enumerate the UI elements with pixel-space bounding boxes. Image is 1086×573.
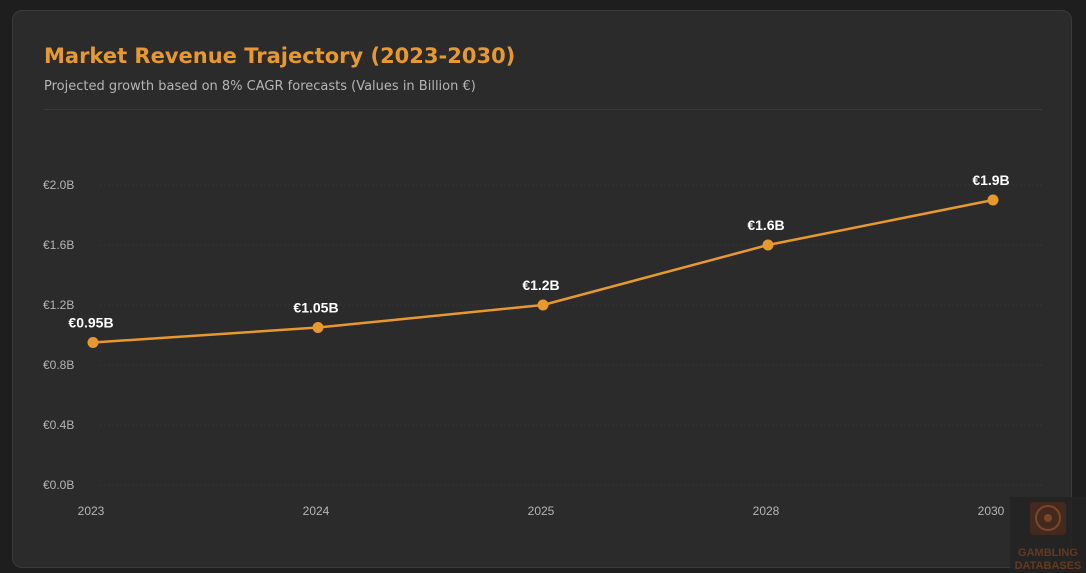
x-tick-label: 2023 bbox=[78, 504, 105, 518]
x-tick-label: 2028 bbox=[753, 504, 780, 518]
y-tick-label: €1.6B bbox=[43, 238, 74, 252]
data-label: €1.2B bbox=[522, 277, 559, 293]
y-tick-label: €0.8B bbox=[43, 358, 74, 372]
header-divider bbox=[44, 109, 1042, 110]
watermark: GAMBLING DATABASES bbox=[1010, 497, 1086, 573]
x-tick-label: 2024 bbox=[303, 504, 330, 518]
chart-subtitle: Projected growth based on 8% CAGR foreca… bbox=[44, 79, 476, 94]
y-tick-label: €1.2B bbox=[43, 298, 74, 312]
data-label: €1.6B bbox=[747, 217, 784, 233]
y-tick-label: €0.4B bbox=[43, 418, 74, 432]
data-label: €1.9B bbox=[972, 172, 1009, 188]
x-tick-label: 2030 bbox=[978, 504, 1005, 518]
x-tick-label: 2025 bbox=[528, 504, 555, 518]
chart-title: Market Revenue Trajectory (2023-2030) bbox=[44, 44, 516, 68]
data-label: €0.95B bbox=[68, 315, 113, 331]
data-label: €1.05B bbox=[293, 300, 338, 316]
watermark-line1: GAMBLING bbox=[1018, 547, 1078, 559]
y-tick-label: €0.0B bbox=[43, 478, 74, 492]
series-line bbox=[92, 198, 994, 344]
watermark-line2: DATABASES bbox=[1015, 560, 1082, 572]
data-point bbox=[987, 194, 999, 206]
chart-card: Market Revenue Trajectory (2023-2030) Pr… bbox=[12, 10, 1072, 568]
data-point bbox=[537, 299, 549, 311]
data-point bbox=[87, 337, 99, 348]
data-point bbox=[312, 322, 324, 333]
y-tick-label: €2.0B bbox=[43, 178, 74, 192]
roulette-icon bbox=[1030, 502, 1066, 535]
data-point bbox=[762, 239, 774, 251]
